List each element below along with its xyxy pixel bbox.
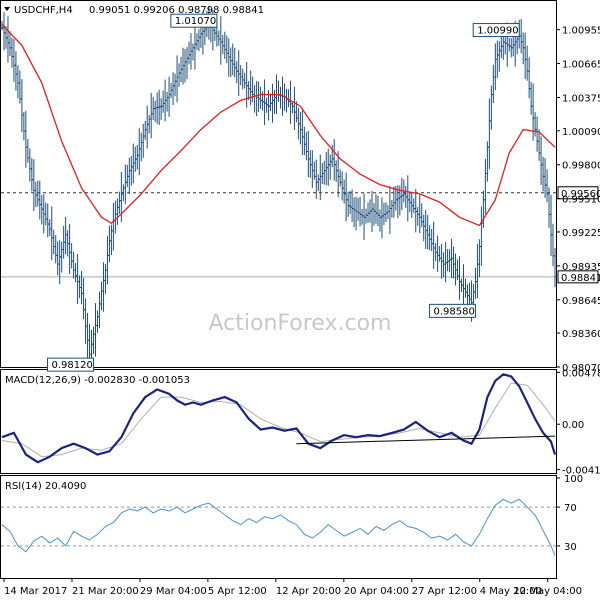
moving-average-line <box>1 23 556 227</box>
rsi-line <box>1 498 556 556</box>
rsi-axis-label: 30 <box>564 542 577 553</box>
macd-axis-label: 0.00 <box>562 420 584 431</box>
ohlc-readout: 0.99051 0.99206 0.98798 0.98841 <box>89 5 264 16</box>
price-axis-label: 0.98645 <box>562 296 600 307</box>
rsi-axis-label: 70 <box>564 503 577 514</box>
price-annotation-box <box>47 357 95 372</box>
price-annotation-box <box>428 303 476 318</box>
price-annotation-label: 0.98120 <box>52 360 93 371</box>
reference-level-label: 0.98841 <box>561 273 600 284</box>
price-axis-label: 1.00665 <box>562 60 600 71</box>
price-axis-label: 1.00375 <box>562 93 600 104</box>
price-axis-label: 0.98070 <box>562 363 600 374</box>
time-axis-label: 21 Mar 20:00 <box>72 586 139 597</box>
rsi-panel <box>0 475 557 579</box>
time-axis-label: 20 Apr 04:00 <box>344 586 409 597</box>
time-axis-label: 14 Mar 2017 <box>4 586 67 597</box>
price-annotation-label: 1.00990 <box>477 26 518 37</box>
price-axis-label: 1.00955 <box>562 26 600 37</box>
price-axis-label: 0.99800 <box>562 161 600 172</box>
symbol-timeframe: USDCHF,H4 <box>14 5 73 16</box>
dropdown-arrow-icon[interactable] <box>4 7 10 11</box>
macd-axis-label: 0.00478 <box>562 368 600 379</box>
price-annotation-box <box>472 23 520 38</box>
reference-level-tag <box>557 186 599 200</box>
time-axis-label: 12 Apr 20:00 <box>276 586 341 597</box>
macd-title: MACD(12,26,9) -0.002830 -0.001053 <box>5 375 190 386</box>
time-axis-label: 5 Apr 12:00 <box>208 586 267 597</box>
reference-level-tag <box>557 270 599 284</box>
price-axis-label: 0.98935 <box>562 262 600 273</box>
axes: 0.99560 0.98841 1.00955 1.00665 1.00375 1.000… <box>3 26 600 597</box>
macd-series <box>1 373 557 464</box>
price-axis-label: 0.98360 <box>562 329 600 340</box>
rsi-title: RSI(14) 20.4090 <box>5 481 86 492</box>
time-axis-label: 27 Apr 12:00 <box>412 586 477 597</box>
price-series: 1.01070 0.98120 0.98580 1.00990 <box>0 5 557 372</box>
reference-level-label: 0.99560 <box>561 189 600 200</box>
macd-trend-line <box>296 435 556 445</box>
macd-main-line <box>1 373 557 464</box>
price-axis-label: 1.00090 <box>562 127 600 138</box>
macd-panel <box>0 369 557 474</box>
price-annotation-label: 1.01070 <box>175 16 216 27</box>
price-axis-label: 0.99510 <box>562 195 600 206</box>
rsi-series <box>1 498 556 556</box>
price-annotation-label: 0.98580 <box>433 306 474 317</box>
price-axis-label: 0.99225 <box>562 228 600 239</box>
time-axis-label: 12 May 04:00 <box>513 586 582 597</box>
rsi-axis-label: 100 <box>564 474 583 485</box>
time-axis-label: 29 Mar 04:00 <box>140 586 207 597</box>
watermark: ActionForex.com <box>209 311 392 336</box>
price-annotation-box <box>170 13 218 28</box>
macd-axis-label: -0.004185 <box>562 466 600 477</box>
time-axis-label: 4 May 20:00 <box>480 586 542 597</box>
